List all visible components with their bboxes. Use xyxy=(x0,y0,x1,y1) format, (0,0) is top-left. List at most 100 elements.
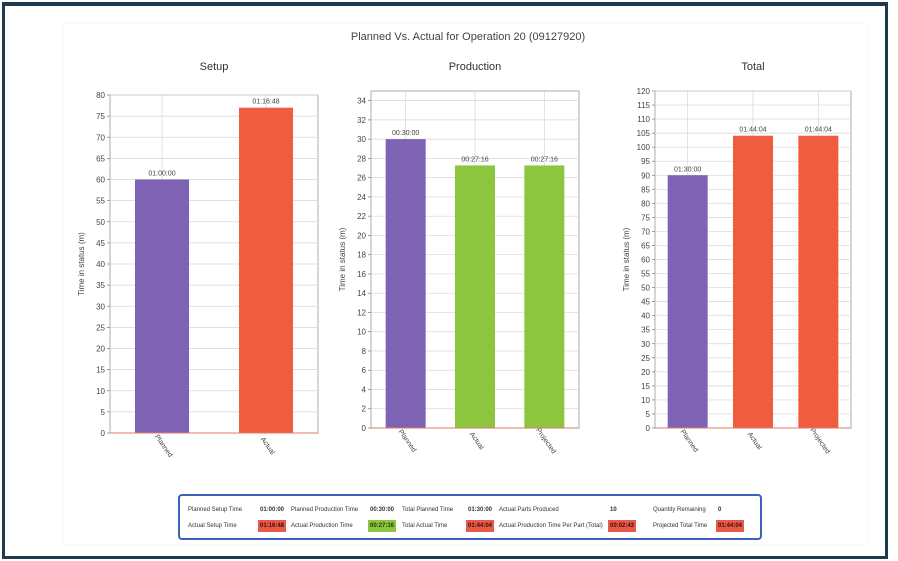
actual-setup-time-label: Actual Setup Time xyxy=(188,523,237,529)
y-tick-label: 80 xyxy=(96,91,105,100)
category-label-actual: Actual xyxy=(468,431,485,451)
bar-projected xyxy=(524,165,565,428)
y-tick-label: 50 xyxy=(96,218,105,227)
y-tick-label: 95 xyxy=(641,157,650,166)
y-tick-label: 10 xyxy=(641,396,650,405)
y-tick-label: 70 xyxy=(96,133,105,142)
y-tick-label: 55 xyxy=(641,270,650,279)
y-tick-label: 15 xyxy=(96,366,105,375)
data-label-actual: 00:27:16 xyxy=(461,156,488,163)
y-tick-label: 35 xyxy=(641,326,650,335)
actual-parts-produced-label: Actual Parts Produced xyxy=(499,507,559,513)
y-tick-label: 85 xyxy=(641,185,650,194)
data-label-planned: 00:30:00 xyxy=(392,130,419,137)
y-tick-label: 35 xyxy=(96,281,105,290)
y-tick-label: 15 xyxy=(641,382,650,391)
y-tick-label: 10 xyxy=(357,328,366,337)
y-tick-label: 32 xyxy=(357,116,366,125)
y-axis-label: Time in status (m) xyxy=(622,227,631,291)
category-label-projected: Projected xyxy=(534,427,557,455)
y-tick-label: 6 xyxy=(362,366,367,375)
category-label-actual: Actual xyxy=(746,431,763,451)
y-tick-label: 5 xyxy=(646,410,651,419)
data-label-actual: 01:44:04 xyxy=(739,127,766,134)
y-tick-label: 30 xyxy=(357,135,366,144)
y-tick-label: 40 xyxy=(96,260,105,269)
summary-row-actual: Actual Setup Time 01:16:48 Actual Produc… xyxy=(188,520,758,532)
y-axis-label: Time in status (m) xyxy=(77,232,86,296)
planned-production-time-label: Planned Production Time xyxy=(291,507,359,513)
y-tick-label: 55 xyxy=(96,197,105,206)
bar-planned xyxy=(667,175,708,428)
y-tick-label: 20 xyxy=(641,368,650,377)
planned-setup-time-value: 01:00:00 xyxy=(260,507,285,513)
planned-production-time-value: 00:30:00 xyxy=(370,507,395,513)
summary-box: Planned Setup Time 01:00:00 Planned Prod… xyxy=(178,494,762,540)
y-tick-label: 0 xyxy=(646,424,651,433)
y-tick-label: 50 xyxy=(641,284,650,293)
actual-parts-produced-value: 10 xyxy=(610,507,617,513)
bar-actual xyxy=(239,107,293,434)
actual-production-time-value: 00:27:16 xyxy=(368,520,397,532)
quantity-remaining-label: Quantity Remaining xyxy=(653,507,706,513)
y-tick-label: 45 xyxy=(96,239,105,248)
y-tick-label: 75 xyxy=(96,112,105,121)
actual-setup-time-value: 01:16:48 xyxy=(258,520,287,532)
y-tick-label: 60 xyxy=(96,176,105,185)
y-tick-label: 0 xyxy=(362,424,367,433)
summary-row-planned: Planned Setup Time 01:00:00 Planned Prod… xyxy=(188,504,758,516)
category-label-planned: Planned xyxy=(679,429,700,454)
y-tick-label: 18 xyxy=(357,251,366,260)
bar-planned xyxy=(385,139,426,428)
category-label-planned: Planned xyxy=(153,434,174,459)
total-planned-time-value: 01:30:00 xyxy=(468,507,493,513)
total-actual-time-value: 01:44:04 xyxy=(466,520,495,532)
y-tick-label: 30 xyxy=(641,340,650,349)
y-tick-label: 8 xyxy=(362,347,367,356)
category-label-projected: Projected xyxy=(808,427,831,455)
bar-actual xyxy=(733,135,773,428)
y-tick-label: 100 xyxy=(637,143,651,152)
y-tick-label: 60 xyxy=(641,256,650,265)
data-label-actual: 01:16:48 xyxy=(252,99,279,106)
y-tick-label: 120 xyxy=(637,87,651,96)
total-actual-time-label: Total Actual Time xyxy=(402,523,448,529)
actual-production-time-per-part-label: Actual Production Time Per Part (Total) xyxy=(499,523,603,529)
bar-planned xyxy=(135,179,189,433)
y-tick-label: 70 xyxy=(641,227,650,236)
y-tick-label: 2 xyxy=(362,405,367,414)
y-tick-label: 20 xyxy=(96,345,105,354)
y-tick-label: 90 xyxy=(641,171,650,180)
y-tick-label: 16 xyxy=(357,270,366,279)
y-tick-label: 4 xyxy=(362,385,367,394)
y-tick-label: 115 xyxy=(637,101,650,110)
bar-actual xyxy=(455,165,495,428)
category-label-actual: Actual xyxy=(259,436,276,456)
category-label-planned: Planned xyxy=(397,429,418,454)
y-tick-label: 75 xyxy=(641,213,650,222)
quantity-remaining-value: 0 xyxy=(718,507,722,513)
data-label-planned: 01:30:00 xyxy=(674,166,701,173)
y-tick-label: 45 xyxy=(641,298,650,307)
y-tick-label: 24 xyxy=(357,193,366,202)
planned-setup-time-label: Planned Setup Time xyxy=(188,507,243,513)
projected-total-time-label: Projected Total Time xyxy=(653,523,708,529)
chart-title: Total xyxy=(741,61,764,73)
actual-production-time-per-part-value: 00:02:43 xyxy=(608,520,637,532)
y-tick-label: 30 xyxy=(96,302,105,311)
production-chart: Production024681012141618202224262830323… xyxy=(338,61,580,455)
chart-title: Setup xyxy=(200,61,229,73)
total-chart: Total 0 5 10 15 20 25 30 35 40 45 50 55 60 65 70 75 80 85 9… xyxy=(622,61,852,455)
bar-projected xyxy=(798,135,839,428)
y-tick-label: 110 xyxy=(637,115,650,124)
y-tick-label: 26 xyxy=(357,174,366,183)
y-tick-label: 105 xyxy=(637,129,651,138)
y-tick-label: 25 xyxy=(641,354,650,363)
data-label-projected: 00:27:16 xyxy=(531,156,558,163)
page-title: Planned Vs. Actual for Operation 20 (091… xyxy=(351,31,585,43)
y-tick-label: 20 xyxy=(357,231,366,240)
y-tick-label: 34 xyxy=(357,97,366,106)
projected-total-time-value: 01:44:04 xyxy=(716,520,745,532)
chart-title: Production xyxy=(449,61,502,73)
